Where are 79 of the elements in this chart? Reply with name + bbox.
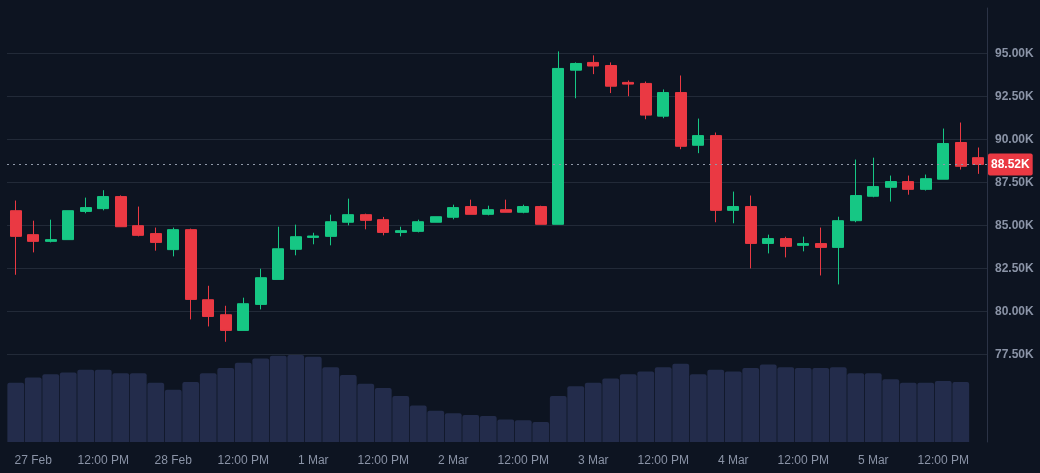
candlestick: [377, 216, 389, 236]
candlestick: [745, 195, 757, 269]
candlestick: [885, 175, 897, 203]
candlestick: [675, 75, 687, 150]
y-tick-label: 95.00K: [995, 45, 1035, 60]
candlestick: [692, 118, 704, 154]
candlestick: [500, 199, 512, 213]
candlestick: [342, 198, 354, 226]
candlestick: [955, 122, 967, 171]
candlestick: [132, 206, 144, 237]
candlestick: [185, 228, 197, 320]
candlestick: [45, 219, 57, 243]
candlestick: [290, 224, 302, 256]
y-tick-label: 85.00K: [995, 218, 1035, 232]
candlestick: [97, 189, 109, 211]
candlestick: [447, 204, 459, 220]
candlestick: [167, 227, 179, 257]
candlestick: [622, 80, 634, 97]
candlestick: [150, 227, 162, 252]
candlestick: [325, 214, 337, 246]
candlestick: [360, 213, 372, 230]
x-tick-label: 12:00 PM: [777, 453, 829, 467]
candlestick: [115, 194, 127, 228]
candlestick: [220, 305, 232, 343]
candlestick: [272, 226, 284, 280]
x-tick-label: 27 Feb: [14, 453, 53, 467]
x-tick-label: 3 Mar: [577, 453, 609, 467]
ref-line-label: 88.52K: [991, 157, 1031, 172]
candlestick: [902, 175, 914, 196]
candlestick: [307, 232, 319, 245]
y-tick-label: 87.50K: [995, 174, 1035, 189]
candlestick: [937, 128, 949, 180]
x-tick-label: 12:00 PM: [217, 453, 269, 467]
x-tick-label: 12:00 PM: [77, 453, 129, 467]
candlestick: [797, 236, 809, 252]
x-tick-label: 2 Mar: [437, 453, 469, 467]
candlestick: [920, 174, 932, 192]
candlestick: [710, 132, 722, 223]
candlestick: [202, 285, 214, 327]
x-tick-label: 1 Mar: [297, 453, 329, 467]
candlestick: [80, 197, 92, 214]
candlestick: [255, 268, 267, 310]
y-tick-label: 90.00K: [995, 131, 1035, 146]
candlestick: [517, 204, 529, 214]
candlestick: [832, 216, 844, 285]
candlestick: [430, 216, 442, 223]
x-tick-label: 12:00 PM: [497, 453, 549, 467]
candlestick: [972, 147, 984, 175]
candlestick: [412, 219, 424, 233]
candlestick: [727, 191, 739, 224]
x-tick-label: 5 Mar: [857, 453, 889, 467]
candlestick: [867, 157, 879, 198]
candlestick: [815, 227, 827, 276]
x-tick-label: 12:00 PM: [357, 453, 409, 467]
y-tick-label: 92.50K: [995, 88, 1035, 103]
candlestick: [605, 61, 617, 94]
y-tick-label: 77.50K: [995, 347, 1035, 362]
candlestick: [657, 88, 669, 119]
candlestick: [780, 236, 792, 258]
candlestick: [587, 54, 599, 75]
candlestick: [570, 61, 582, 99]
candlestick: [482, 205, 494, 216]
y-tick-label: 80.00K: [995, 304, 1035, 319]
candlestick: [850, 159, 862, 223]
x-tick-label: 12:00 PM: [637, 453, 689, 467]
candlestick: [535, 205, 547, 225]
candlestick: [237, 297, 249, 331]
candlestick: [27, 220, 39, 253]
candlestick: [465, 199, 477, 215]
candlestick: [62, 210, 74, 241]
candlestick: [552, 50, 564, 225]
y-tick-label: 82.50K: [995, 261, 1035, 276]
x-tick-label: 12:00 PM: [917, 453, 969, 467]
candlestick: [395, 226, 407, 237]
candlestick: [762, 234, 774, 254]
x-tick-label: 28 Feb: [154, 453, 193, 467]
x-tick-label: 4 Mar: [717, 453, 749, 467]
candlestick: [10, 200, 22, 276]
candlestick: [640, 81, 652, 120]
